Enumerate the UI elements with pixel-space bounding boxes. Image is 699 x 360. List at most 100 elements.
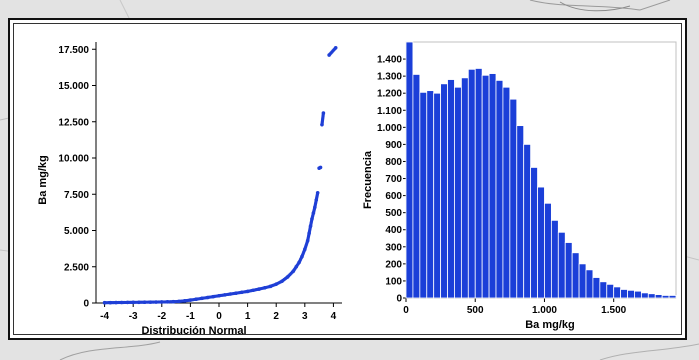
histogram-bar	[668, 295, 677, 299]
histogram-bar	[405, 41, 414, 299]
qq-point	[268, 284, 273, 289]
histogram-bar	[606, 283, 615, 299]
hist-y-tick-label: 600	[385, 191, 402, 202]
hist-y-tick-label: 400	[385, 225, 402, 236]
histogram-bar	[627, 289, 635, 299]
map-contour-line	[59, 341, 161, 360]
histogram-bar	[488, 73, 497, 299]
histogram-bar	[481, 74, 490, 299]
histogram-bar	[530, 167, 538, 299]
qq-point	[119, 300, 124, 305]
qq-y-tick-label: 17.500	[58, 45, 89, 56]
histogram-bars	[405, 41, 677, 299]
qq-y-tick-label: 2.500	[64, 262, 89, 273]
histogram-bar	[460, 77, 469, 299]
histogram-bar	[440, 83, 448, 299]
hist-y-tick-label: 100	[385, 276, 402, 287]
histogram-bar	[640, 292, 649, 299]
qq-point	[217, 293, 221, 298]
qq-point	[274, 282, 279, 286]
histogram-bar	[419, 91, 428, 299]
histogram-bar	[550, 219, 559, 299]
qq-x-tick-label: -2	[157, 311, 166, 322]
histogram-bar	[647, 293, 656, 299]
histogram-bar	[433, 92, 442, 299]
qq-point	[188, 298, 193, 302]
qq-point	[148, 300, 153, 304]
qq-point	[307, 231, 311, 236]
qq-point	[165, 300, 170, 304]
qq-point	[318, 165, 323, 170]
histogram-bar	[474, 68, 483, 299]
qq-point	[315, 191, 320, 195]
hist-x-tick-label: 1.000	[532, 305, 557, 316]
histogram-bar	[564, 242, 573, 299]
histogram-bar	[620, 289, 628, 299]
hist-x-tick-label: 500	[467, 305, 484, 316]
map-contour-line	[599, 343, 699, 360]
qq-point	[257, 287, 261, 291]
histogram-bar	[585, 269, 594, 299]
qq-point	[294, 264, 299, 269]
qq-point	[108, 300, 113, 305]
qq-x-tick-label: -1	[186, 311, 195, 322]
qq-point	[285, 275, 290, 279]
qq-point	[305, 238, 310, 243]
qq-x-tick-label: 3	[302, 311, 308, 322]
figure-frame: 0 2.500 5.000 7.500 10.000 12.500 15.000 17.500…	[8, 18, 687, 340]
qq-point	[280, 279, 284, 284]
figure-inner-border	[13, 23, 682, 335]
qq-point	[251, 288, 256, 293]
hist-y-tick-label: 1.100	[377, 106, 402, 117]
qq-point	[327, 53, 331, 57]
qq-point	[211, 294, 216, 299]
histogram-bar	[544, 202, 552, 299]
histogram-bar	[509, 98, 518, 299]
qq-point	[314, 198, 319, 202]
hist-y-tick-label: 1.400	[377, 55, 402, 66]
hist-y-tick-label: 200	[385, 259, 402, 270]
qq-x-tick-label: 1	[245, 311, 251, 322]
qq-plot-points	[102, 46, 338, 305]
qq-point	[131, 300, 135, 305]
histogram-bar	[578, 263, 587, 299]
hist-y-tick-label: 1.000	[377, 123, 402, 134]
qq-x-tick-label: 2	[273, 311, 279, 322]
qq-point	[234, 291, 238, 295]
histogram-bar	[537, 186, 545, 299]
qq-y-axis-label: Ba mg/kg	[37, 155, 49, 205]
qq-point	[194, 297, 198, 302]
hist-y-tick-label: 700	[385, 174, 402, 185]
qq-point	[310, 217, 314, 221]
hist-y-tick-label: 1.200	[377, 89, 402, 100]
hist-x-tick-label: 0	[403, 305, 409, 316]
qq-point	[297, 260, 301, 265]
qq-point	[102, 300, 107, 305]
histogram-bar	[412, 74, 421, 299]
qq-point	[240, 290, 244, 295]
histogram-bar	[592, 277, 601, 299]
qq-x-tick-label: 0	[216, 311, 222, 322]
qq-point	[137, 300, 141, 305]
qq-point	[291, 269, 296, 273]
qq-point	[222, 293, 227, 297]
qq-y-tick-label: 5.000	[64, 226, 89, 237]
histogram-bar	[599, 281, 608, 299]
histogram-bar	[661, 295, 670, 299]
qq-y-tick-label: 7.500	[64, 190, 89, 201]
qq-point	[114, 300, 118, 305]
map-contour-line	[559, 1, 631, 12]
qq-point	[154, 300, 158, 304]
qq-point	[171, 299, 176, 304]
qq-point	[125, 300, 130, 305]
hist-y-tick-label: 0	[396, 294, 402, 305]
hist-y-tick-label: 300	[385, 242, 402, 253]
qq-point	[142, 300, 147, 305]
qq-point	[182, 299, 187, 303]
qq-point	[159, 300, 164, 304]
qq-point	[313, 205, 317, 210]
qq-x-tick-label: -3	[129, 311, 138, 322]
qq-point	[177, 299, 181, 304]
histogram-bar	[571, 252, 580, 299]
qq-y-tick-label: 10.000	[58, 154, 89, 165]
